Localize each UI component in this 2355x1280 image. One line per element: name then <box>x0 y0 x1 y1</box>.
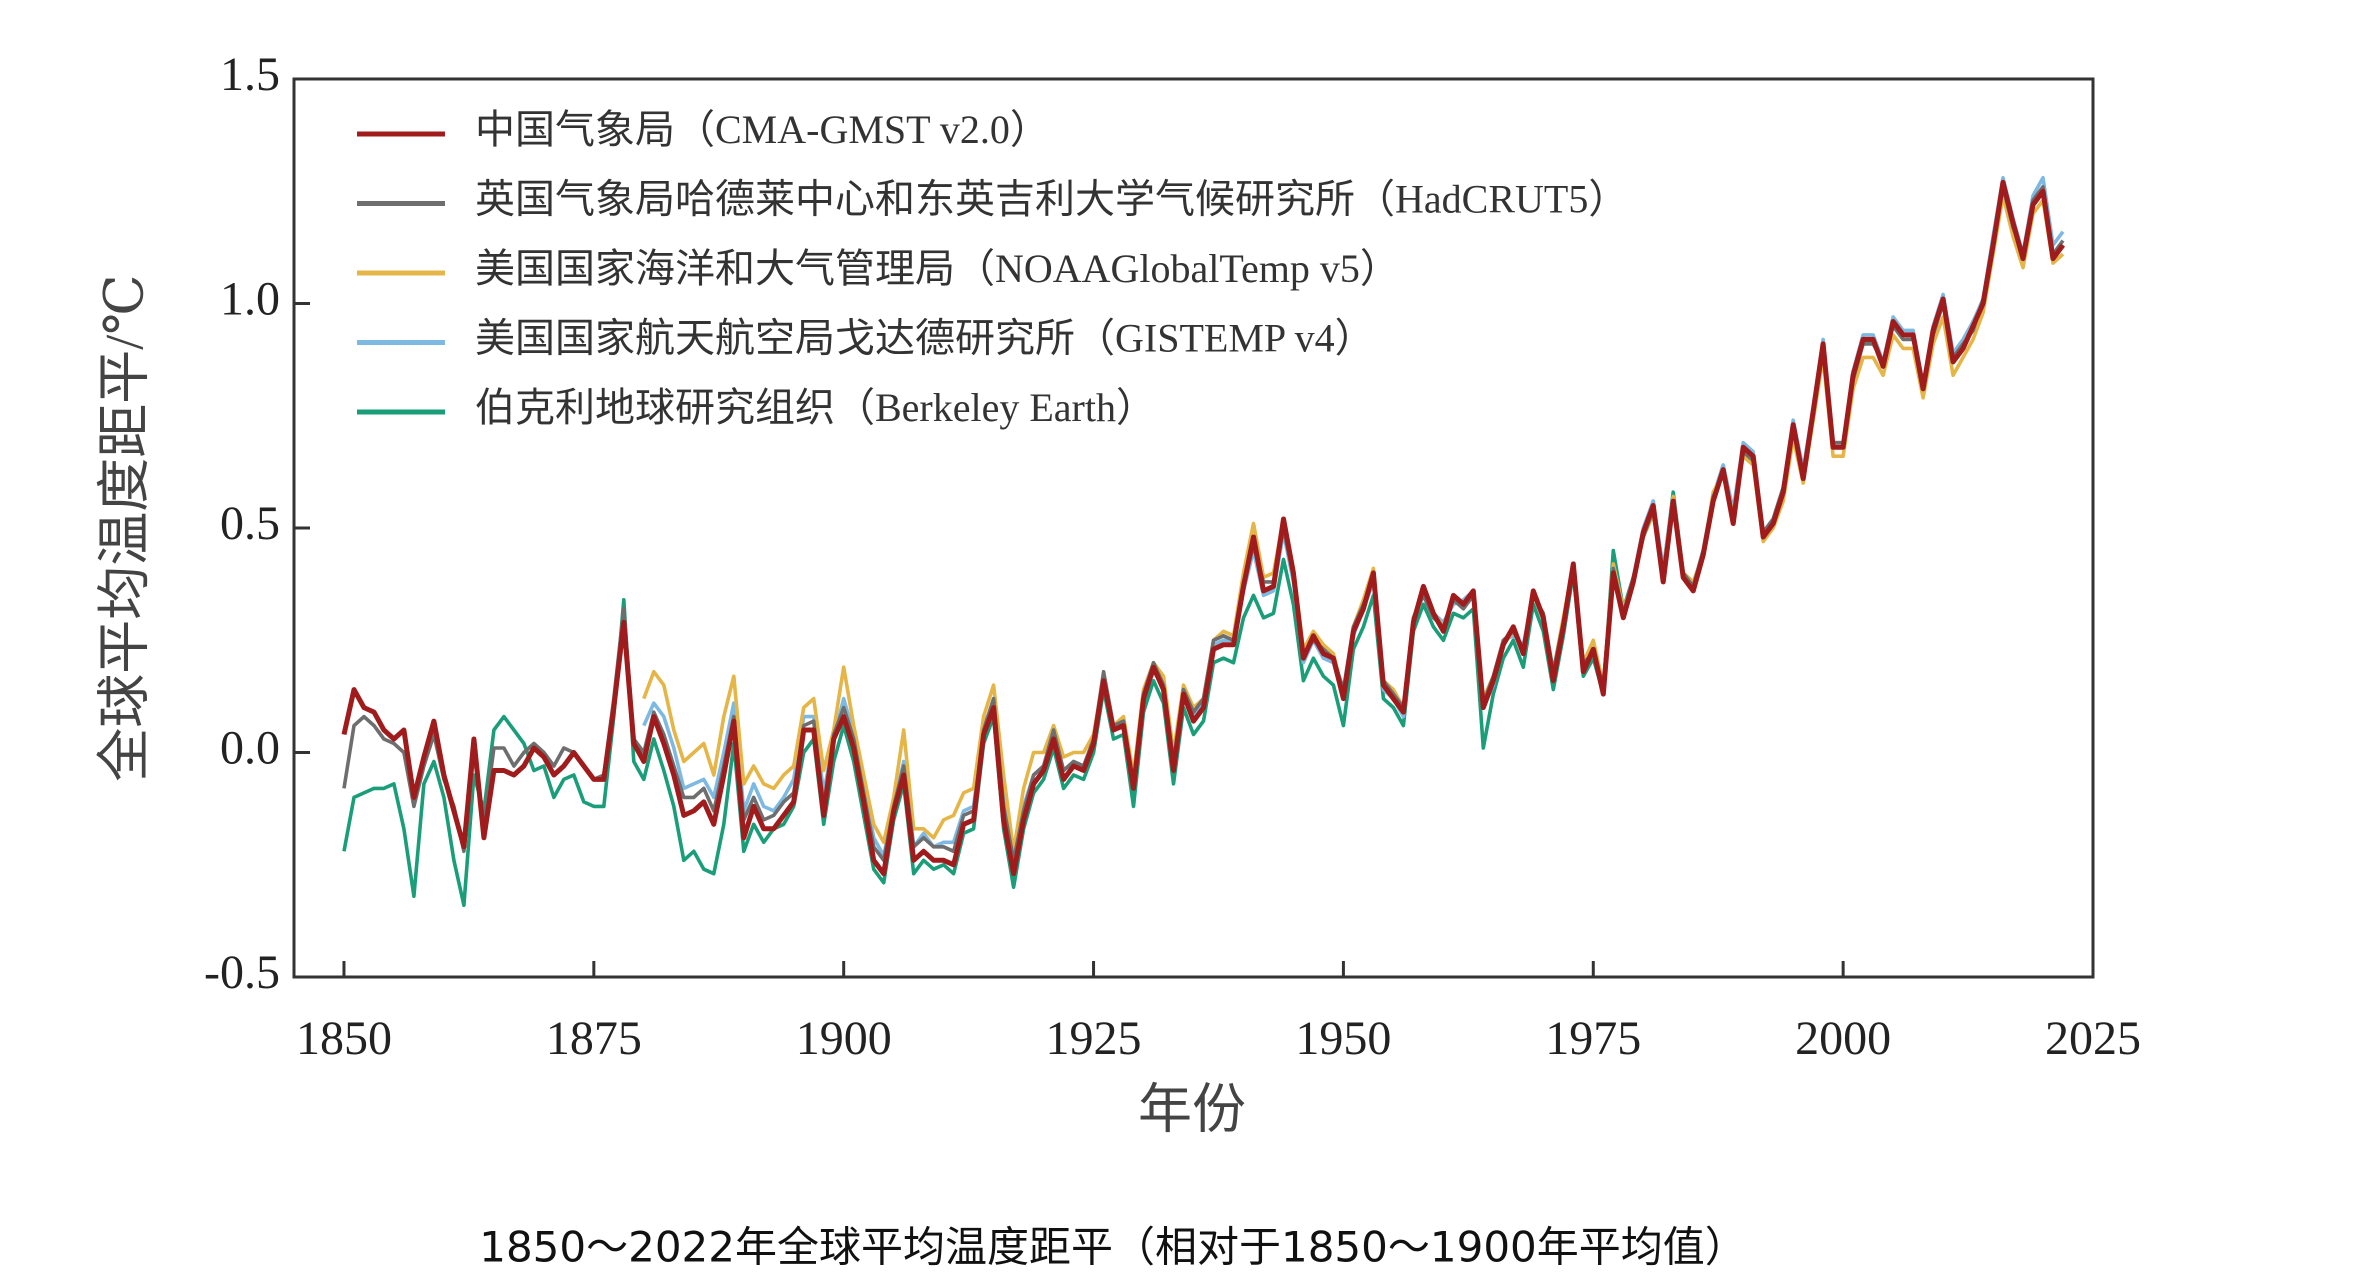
caption: 1850～2022年全球平均温度距平（相对于1850～1900年平均值） <box>479 1223 1747 1272</box>
legend-label: 英国气象局哈德莱中心和东英吉利大学气候研究所（HadCRUT5） <box>475 177 1628 222</box>
legend-label: 美国国家航天航空局戈达德研究所（GISTEMP v4） <box>475 316 1375 361</box>
y-tick-label: 0.5 <box>220 497 280 550</box>
y-tick-label: 1.0 <box>220 273 280 326</box>
series-line <box>341 179 2066 877</box>
x-tick-label: 1875 <box>546 1012 642 1065</box>
x-tick-label: 1850 <box>296 1012 392 1065</box>
y-tick-label: -0.5 <box>204 946 280 999</box>
y-tick-label: 1.5 <box>220 48 280 101</box>
legend-label: 中国气象局（CMA-GMST v2.0） <box>475 107 1050 152</box>
x-tick-label: 1925 <box>1046 1012 1142 1065</box>
legend-label: 伯克利地球研究组织（Berkeley Earth） <box>475 385 1156 430</box>
x-tick-label: 1950 <box>1295 1012 1391 1065</box>
legend-label: 美国国家海洋和大气管理局（NOAAGlobalTemp v5） <box>475 246 1400 291</box>
y-tick-label: 0.0 <box>220 722 280 775</box>
y-axis-label: 全球平均温度距平/℃ <box>94 274 154 781</box>
x-tick-label: 2000 <box>1795 1012 1891 1065</box>
x-tick-label: 2025 <box>2045 1012 2141 1065</box>
series-line <box>342 185 2065 907</box>
legend: 中国气象局（CMA-GMST v2.0） 英国气象局哈德莱中心和东英吉利大学气候研… <box>357 107 1628 430</box>
x-axis-label: 年份 <box>1138 1079 1246 1139</box>
x-tick-label: 1975 <box>1545 1012 1641 1065</box>
x-tick-label: 1900 <box>796 1012 892 1065</box>
